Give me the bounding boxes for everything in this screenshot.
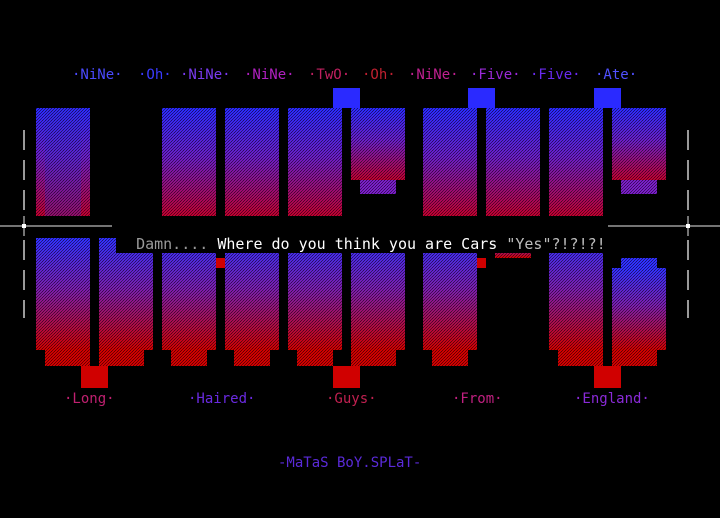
letter-block — [36, 108, 90, 216]
letter-block — [36, 238, 90, 366]
letter-block — [288, 238, 342, 366]
crosshair-marks — [22, 224, 690, 228]
top-word: ·NiNe· — [244, 67, 295, 83]
bottom-letter-row — [36, 238, 666, 388]
letter-block — [333, 238, 414, 388]
letter-block — [423, 108, 477, 216]
divider-quote: "Yes"?!?!?! — [506, 235, 606, 253]
top-word: ·Ate· — [595, 67, 638, 83]
bottom-word: ·England· — [574, 391, 650, 407]
letter-block — [216, 238, 279, 366]
bottom-word: ·Haired· — [188, 391, 256, 407]
letter-block — [468, 88, 540, 216]
signature: -MaTaS BoY.SPLaT- — [278, 455, 422, 471]
top-word: ·NiNe· — [72, 67, 123, 83]
bottom-word: ·Guys· — [326, 391, 377, 407]
top-word: ·NiNe· — [408, 67, 459, 83]
bottom-word: ·Long· — [64, 391, 115, 407]
divider-middle: Where do you think you are Cars — [208, 235, 507, 253]
letter-block — [81, 238, 153, 388]
letter-block — [162, 238, 216, 366]
frame-markers — [23, 130, 689, 318]
top-word: ·Five· — [470, 67, 521, 83]
top-word: ·Oh· — [362, 67, 396, 83]
divider-text: Damn.... Where do you think you are Cars… — [116, 217, 608, 253]
letter-block — [162, 108, 216, 216]
letter-block — [225, 108, 279, 216]
top-word: ·NiNe· — [180, 67, 231, 83]
letter-block — [594, 258, 666, 388]
letter-block — [288, 108, 342, 216]
top-letter-row — [36, 88, 666, 216]
letter-block — [549, 238, 603, 366]
letter-block — [594, 88, 666, 194]
top-word: ·Oh· — [138, 67, 172, 83]
letter-block — [333, 88, 405, 194]
letter-block — [423, 238, 486, 366]
letter-block — [549, 108, 603, 216]
top-word: ·Five· — [530, 67, 581, 83]
divider-prefix: Damn.... — [136, 235, 209, 253]
bottom-word: ·From· — [452, 391, 503, 407]
top-word: ·TwO· — [308, 67, 351, 83]
